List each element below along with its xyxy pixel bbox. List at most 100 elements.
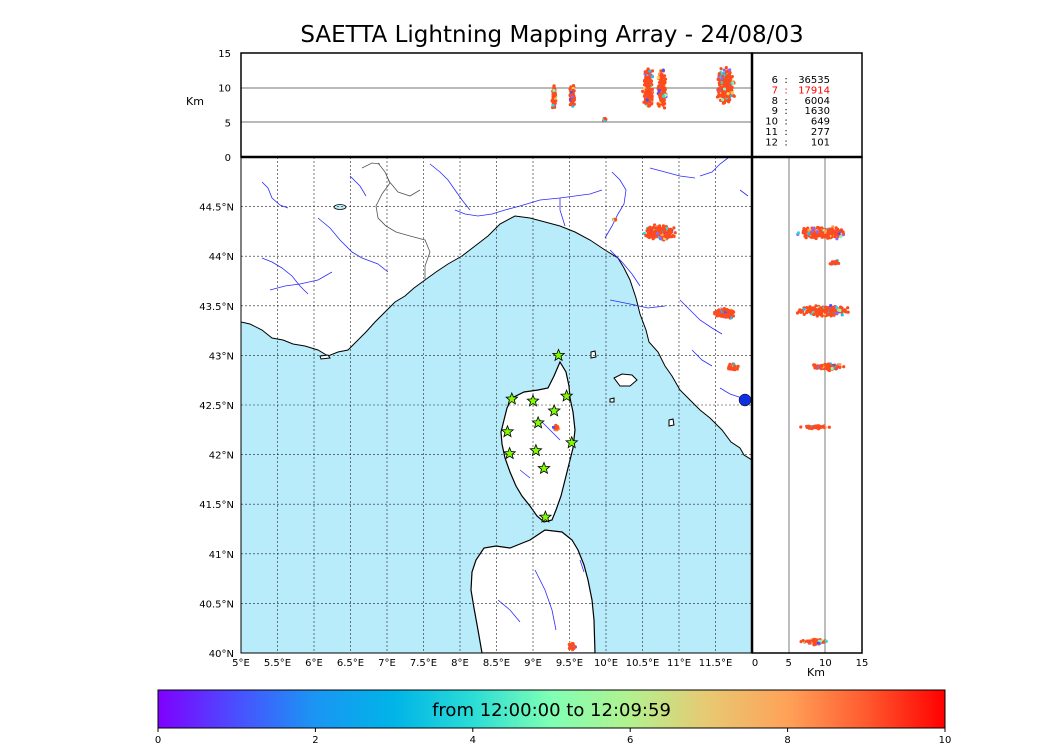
colorbar-label: from 12:00:00 to 12:09:59 bbox=[432, 700, 671, 721]
lat-tick-label: 44°N bbox=[209, 252, 234, 263]
lightning-column bbox=[568, 84, 577, 108]
map-panel bbox=[241, 157, 752, 653]
colorbar-tick-label: 10 bbox=[939, 735, 952, 746]
side-altitude-tick-label: 10 bbox=[819, 658, 832, 669]
altitude-longitude-panel bbox=[240, 52, 753, 158]
station-count-key: 9 bbox=[772, 106, 778, 117]
lightning-column bbox=[656, 68, 668, 110]
station-count-value: 649 bbox=[811, 117, 830, 128]
lon-tick-label: 7°E bbox=[378, 658, 396, 669]
lightning-cluster bbox=[551, 423, 561, 432]
station-star-icon bbox=[526, 393, 540, 407]
station-count-sep: : bbox=[784, 96, 787, 107]
station-count-sep: : bbox=[784, 85, 787, 96]
altitude-tick-label: 15 bbox=[218, 49, 231, 60]
station-count-sep: : bbox=[784, 127, 787, 138]
lon-tick-label: 10.5°E bbox=[626, 658, 660, 669]
lightning-band bbox=[812, 362, 846, 373]
station-star-icon bbox=[547, 403, 561, 417]
lat-tick-label: 42.5°N bbox=[199, 401, 234, 412]
lightning-band bbox=[828, 259, 841, 266]
station-count-value: 1630 bbox=[805, 106, 830, 117]
lightning-sources bbox=[551, 217, 740, 652]
chart-title: SAETTA Lightning Mapping Array - 24/08/0… bbox=[300, 22, 804, 48]
lightning-column bbox=[715, 66, 736, 105]
station-count-key: 6 bbox=[772, 75, 778, 86]
lightning-band bbox=[799, 424, 831, 431]
lake-geneva bbox=[333, 204, 347, 210]
side-altitude-tick-label: 0 bbox=[752, 658, 758, 669]
station-star-icon bbox=[505, 391, 519, 405]
station-count-value: 6004 bbox=[805, 96, 830, 107]
lon-tick-label: 6.5°E bbox=[337, 658, 364, 669]
pianosa-island bbox=[609, 397, 615, 403]
lon-tick-label: 5.5°E bbox=[264, 658, 291, 669]
lightning-cluster bbox=[642, 223, 677, 242]
colorbar-tick-label: 2 bbox=[312, 735, 318, 746]
stats-box: 6:365357:179148:60049:163010:64911:27712… bbox=[751, 52, 863, 158]
station-count-key: 11 bbox=[765, 127, 778, 138]
altitude-tick-label: 5 bbox=[225, 118, 231, 129]
colorbar bbox=[157, 689, 946, 729]
lon-tick-label: 10°E bbox=[594, 658, 618, 669]
lat-tick-label: 42°N bbox=[209, 451, 234, 462]
lat-tick-label: 44.5°N bbox=[199, 203, 234, 214]
station-count-value: 17914 bbox=[798, 85, 830, 96]
lon-tick-label: 7.5°E bbox=[410, 658, 437, 669]
colorbar-ticks: 0 2 4 6 8 10 bbox=[155, 728, 952, 746]
station-star-icon bbox=[559, 388, 574, 402]
side-altitude-tick-label: 5 bbox=[785, 658, 791, 669]
side-panel-bg bbox=[752, 157, 862, 653]
lon-tick-label: 9.5°E bbox=[556, 658, 583, 669]
colorbar-tick-label: 8 bbox=[784, 735, 790, 746]
lon-tick-label: 8°E bbox=[451, 658, 469, 669]
top-lightning-sources bbox=[550, 66, 736, 123]
top-panel-bg bbox=[241, 53, 752, 157]
lon-tick-label: 6°E bbox=[305, 658, 323, 669]
elba-island bbox=[613, 373, 638, 387]
lightning-cluster bbox=[713, 307, 736, 320]
station-star-icon bbox=[564, 435, 579, 449]
lat-tick-label: 40.5°N bbox=[199, 599, 234, 610]
lon-tick-label: 5°E bbox=[232, 658, 250, 669]
sardinia-island bbox=[470, 529, 596, 653]
lake-trasimeno bbox=[738, 393, 752, 407]
station-count-sep: : bbox=[784, 137, 787, 148]
lightning-band bbox=[799, 637, 828, 647]
station-count-sep: : bbox=[784, 117, 787, 128]
colorbar-tick-label: 4 bbox=[470, 735, 476, 746]
top-y-axis-label: Km bbox=[186, 95, 204, 108]
lightning-cluster bbox=[726, 362, 740, 372]
lightning-column bbox=[641, 67, 655, 108]
station-count-key: 7 bbox=[772, 85, 778, 96]
lightning-band bbox=[796, 225, 846, 241]
station-star-icon bbox=[538, 509, 553, 523]
station-count-key: 10 bbox=[765, 117, 778, 128]
map-grid bbox=[241, 157, 752, 653]
swiss-border bbox=[361, 162, 421, 197]
capraia-island bbox=[590, 350, 597, 359]
lightning-column bbox=[550, 84, 558, 110]
station-count-value: 101 bbox=[811, 137, 830, 148]
lat-tick-label: 43.5°N bbox=[199, 302, 234, 313]
station-star-icon bbox=[500, 424, 515, 438]
colorbar-tick-label: 6 bbox=[627, 735, 633, 746]
lat-tick-label: 41.5°N bbox=[199, 500, 234, 511]
colorbar-tick-label: 0 bbox=[155, 735, 161, 746]
altitude-tick-label: 10 bbox=[218, 84, 231, 95]
station-count-sep: : bbox=[784, 75, 787, 86]
giglio-island bbox=[668, 418, 675, 427]
station-star-icon bbox=[551, 348, 566, 362]
station-count-key: 12 bbox=[765, 137, 778, 148]
station-count-sep: : bbox=[784, 106, 787, 117]
lon-tick-label: 9°E bbox=[524, 658, 542, 669]
corsica-island bbox=[500, 360, 576, 523]
station-star-icon bbox=[537, 461, 551, 475]
lma-stations bbox=[500, 348, 579, 523]
lightning-band bbox=[795, 304, 850, 318]
side-x-axis-label: Km bbox=[807, 666, 825, 679]
lon-tick-label: 11°E bbox=[667, 658, 691, 669]
altitude-tick-label: 0 bbox=[225, 153, 231, 164]
lat-tick-label: 41°N bbox=[209, 550, 234, 561]
latitude-altitude-panel bbox=[751, 156, 863, 654]
